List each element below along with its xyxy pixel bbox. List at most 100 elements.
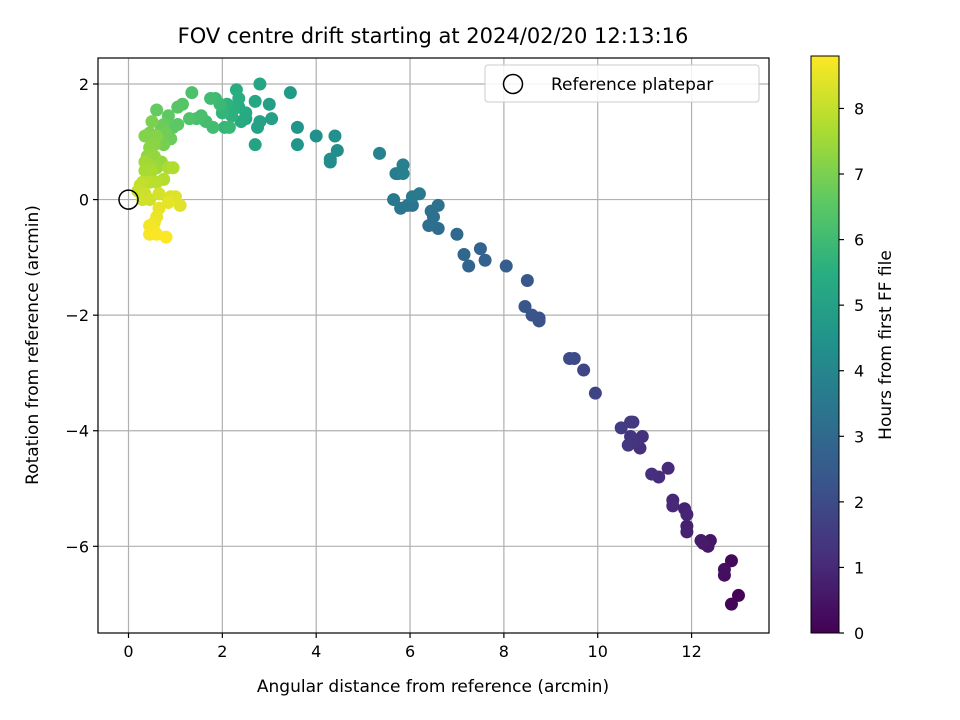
- x-tick-label: 0: [123, 642, 133, 661]
- y-axis-label: Rotation from reference (arcmin): [23, 205, 43, 485]
- colorbar-ticks: 0 1 2 3 4 5 6 7 8: [839, 99, 864, 643]
- data-point: [588, 386, 602, 400]
- reference-point-marker: [118, 189, 139, 210]
- legend-box: [484, 64, 760, 103]
- y-tick-label: 0: [79, 191, 89, 210]
- reference-marker: [118, 189, 139, 210]
- data-point: [473, 242, 487, 256]
- y-tick-label: −6: [65, 537, 89, 556]
- data-point: [412, 187, 426, 201]
- data-point: [166, 161, 180, 175]
- colorbar-tick-label: 7: [854, 165, 864, 184]
- data-point: [525, 308, 539, 322]
- data-point: [265, 112, 279, 126]
- data-point: [450, 227, 464, 241]
- data-point: [330, 143, 344, 157]
- colorbar-tick-label: 5: [854, 296, 864, 315]
- data-point: [462, 259, 476, 273]
- chart-title: FOV centre drift starting at 2024/02/20 …: [178, 24, 689, 48]
- data-point: [309, 129, 323, 143]
- colorbar-tick-label: 0: [854, 624, 864, 643]
- data-point: [661, 461, 675, 475]
- data-point: [234, 115, 248, 129]
- data-point: [145, 164, 159, 178]
- colorbar-tick-label: 4: [854, 362, 864, 381]
- data-point: [478, 253, 492, 267]
- data-point: [694, 534, 708, 548]
- legend-label-reference-platepar: Reference platepar: [551, 75, 713, 95]
- data-point: [666, 499, 680, 513]
- data-point: [518, 299, 532, 313]
- x-axis-label: Angular distance from reference (arcmin): [257, 677, 609, 697]
- data-point: [283, 86, 297, 100]
- colorbar-tick-label: 6: [854, 231, 864, 250]
- colorbar-tick-label: 2: [854, 493, 864, 512]
- legend-reference-marker: [502, 73, 524, 95]
- data-point: [732, 588, 745, 602]
- data-point: [373, 146, 387, 160]
- colorbar-frame: [810, 55, 840, 634]
- data-point: [222, 120, 236, 134]
- x-tick-label: 6: [405, 642, 415, 661]
- data-point: [248, 138, 262, 152]
- data-point: [724, 554, 738, 568]
- y-tick-label: −2: [65, 306, 89, 325]
- y-axis-ticks: −6 −4 −2 0 2: [65, 75, 98, 556]
- data-point: [159, 230, 173, 244]
- x-tick-label: 4: [311, 642, 321, 661]
- data-point: [183, 112, 196, 126]
- colorbar-gradient: [811, 56, 839, 633]
- data-point: [323, 152, 337, 166]
- data-point: [624, 415, 638, 429]
- data-point: [520, 273, 534, 287]
- data-point: [328, 129, 342, 143]
- data-point: [251, 120, 265, 134]
- legend: Reference platepar: [484, 64, 760, 103]
- data-point: [717, 562, 731, 576]
- x-tick-label: 2: [217, 642, 227, 661]
- data-point: [387, 193, 401, 207]
- grid-lines: [98, 58, 769, 633]
- data-point: [161, 195, 175, 209]
- colorbar-tick-label: 1: [854, 558, 864, 577]
- x-tick-label: 8: [499, 642, 509, 661]
- colorbar-tick-label: 8: [854, 99, 864, 118]
- data-point: [724, 597, 738, 611]
- data-point: [577, 363, 591, 377]
- y-tick-label: −4: [65, 422, 89, 441]
- data-point: [157, 138, 171, 152]
- data-point: [614, 421, 628, 435]
- data-point: [680, 508, 694, 522]
- data-point: [150, 103, 164, 117]
- data-point: [262, 97, 276, 111]
- data-point: [431, 198, 445, 212]
- data-point: [185, 86, 199, 100]
- data-point: [396, 158, 410, 172]
- data-point: [248, 94, 262, 108]
- data-point: [143, 193, 157, 207]
- colorbar-label: Hours from first FF file: [876, 250, 896, 440]
- data-point: [253, 77, 267, 91]
- data-points: [131, 77, 745, 611]
- data-point: [290, 120, 304, 134]
- data-point: [645, 467, 659, 481]
- data-point: [290, 138, 304, 152]
- data-point: [394, 201, 408, 215]
- colorbar: 0 1 2 3 4 5 6 7 8 Hours from first FF file: [810, 55, 896, 643]
- plot-frame: [97, 57, 770, 634]
- colorbar-tick-label: 3: [854, 427, 864, 446]
- x-tick-label: 10: [588, 642, 608, 661]
- data-point: [204, 91, 218, 105]
- data-point: [152, 187, 166, 201]
- data-point: [138, 129, 152, 143]
- data-point: [563, 352, 577, 366]
- data-point: [457, 247, 471, 261]
- data-point: [171, 100, 185, 114]
- x-tick-label: 12: [681, 642, 701, 661]
- y-tick-label: 2: [79, 75, 89, 94]
- data-point: [621, 438, 635, 452]
- data-point: [173, 198, 187, 212]
- x-axis-ticks: 0 2 4 6 8 10 12: [123, 633, 702, 661]
- data-point: [145, 115, 159, 129]
